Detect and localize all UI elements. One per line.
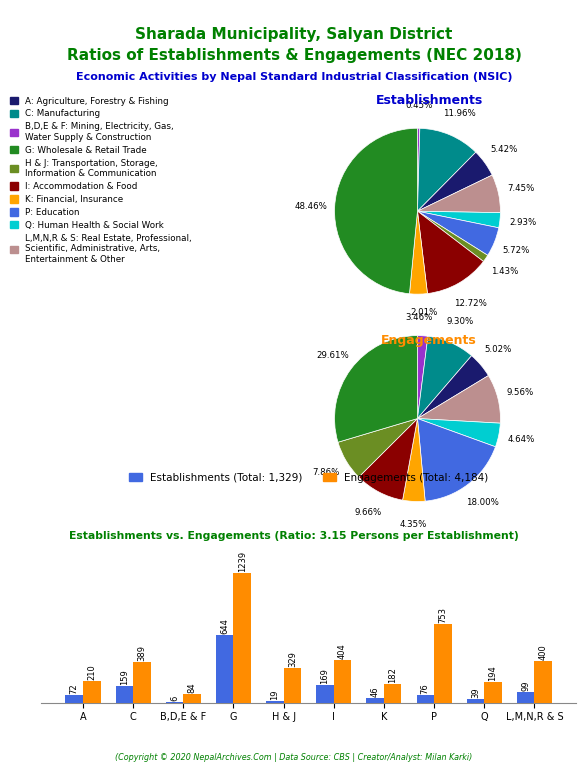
Bar — [216, 635, 233, 703]
Text: 72: 72 — [70, 684, 79, 694]
Bar — [366, 698, 384, 703]
Bar — [467, 699, 485, 703]
Wedge shape — [417, 376, 500, 423]
Text: 400: 400 — [539, 644, 547, 660]
Bar — [83, 680, 101, 703]
Bar — [116, 686, 133, 703]
Text: 3.46%: 3.46% — [405, 313, 432, 322]
Bar — [233, 573, 251, 703]
Text: 39: 39 — [471, 687, 480, 697]
Wedge shape — [409, 211, 427, 294]
Wedge shape — [417, 152, 492, 211]
Text: 753: 753 — [438, 607, 447, 623]
Text: 5.42%: 5.42% — [490, 145, 517, 154]
Text: 12.72%: 12.72% — [454, 299, 487, 308]
Text: Establishments vs. Engagements (Ratio: 3.15 Persons per Establishment): Establishments vs. Engagements (Ratio: 3… — [69, 531, 519, 541]
Text: 5.72%: 5.72% — [502, 247, 530, 255]
Text: 210: 210 — [87, 664, 96, 680]
Wedge shape — [335, 336, 417, 442]
Bar — [485, 682, 502, 703]
Text: Engagements: Engagements — [382, 334, 477, 347]
Text: 19: 19 — [270, 689, 279, 700]
Text: 9.66%: 9.66% — [355, 508, 382, 517]
Text: 11.96%: 11.96% — [443, 109, 476, 118]
Text: 0.45%: 0.45% — [405, 101, 433, 110]
Text: 76: 76 — [421, 683, 430, 694]
Text: 644: 644 — [220, 618, 229, 634]
Wedge shape — [417, 128, 476, 211]
Bar — [384, 684, 402, 703]
Text: Ratios of Establishments & Engagements (NEC 2018): Ratios of Establishments & Engagements (… — [66, 48, 522, 63]
Text: 2.01%: 2.01% — [410, 308, 438, 317]
Text: 169: 169 — [320, 668, 329, 684]
Wedge shape — [417, 128, 420, 211]
Bar — [65, 695, 83, 703]
Bar — [434, 624, 452, 703]
Wedge shape — [417, 336, 472, 419]
Legend: Establishments (Total: 1,329), Engagements (Total: 4,184): Establishments (Total: 1,329), Engagemen… — [125, 468, 492, 487]
Text: 84: 84 — [188, 682, 196, 693]
Wedge shape — [417, 419, 496, 502]
Bar — [517, 692, 534, 703]
Wedge shape — [417, 211, 487, 261]
Text: 7.86%: 7.86% — [313, 468, 340, 478]
Wedge shape — [417, 211, 483, 293]
Wedge shape — [417, 336, 428, 419]
Text: 5.02%: 5.02% — [485, 346, 512, 355]
Text: 2.93%: 2.93% — [509, 218, 537, 227]
Wedge shape — [417, 211, 500, 228]
Legend: A: Agriculture, Forestry & Fishing, C: Manufacturing, B,D,E & F: Mining, Electri: A: Agriculture, Forestry & Fishing, C: M… — [9, 97, 192, 263]
Wedge shape — [417, 419, 500, 447]
Text: 404: 404 — [338, 644, 347, 659]
Text: 4.35%: 4.35% — [399, 520, 426, 529]
Bar — [266, 700, 283, 703]
Bar — [283, 668, 301, 703]
Text: 48.46%: 48.46% — [295, 201, 328, 210]
Text: Economic Activities by Nepal Standard Industrial Classification (NSIC): Economic Activities by Nepal Standard In… — [76, 72, 512, 82]
Text: Sharada Municipality, Salyan District: Sharada Municipality, Salyan District — [135, 27, 453, 42]
Bar — [183, 694, 201, 703]
Text: 1.43%: 1.43% — [491, 267, 519, 276]
Text: 6: 6 — [170, 696, 179, 701]
Text: 7.45%: 7.45% — [507, 184, 535, 193]
Wedge shape — [417, 211, 499, 255]
Bar — [534, 660, 552, 703]
Wedge shape — [417, 175, 500, 213]
Text: 46: 46 — [370, 687, 380, 697]
Bar — [334, 660, 351, 703]
Text: Establishments: Establishments — [376, 94, 483, 107]
Text: 18.00%: 18.00% — [466, 498, 499, 507]
Wedge shape — [335, 128, 417, 293]
Text: 194: 194 — [489, 666, 497, 681]
Text: 159: 159 — [120, 669, 129, 685]
Wedge shape — [417, 356, 489, 419]
Text: 4.64%: 4.64% — [508, 435, 535, 445]
Bar — [416, 695, 434, 703]
Text: 329: 329 — [288, 651, 297, 667]
Text: 9.56%: 9.56% — [507, 389, 534, 397]
Wedge shape — [403, 419, 425, 502]
Text: 389: 389 — [138, 645, 146, 660]
Bar — [133, 662, 151, 703]
Text: 9.30%: 9.30% — [447, 317, 475, 326]
Wedge shape — [338, 419, 417, 477]
Text: 182: 182 — [388, 667, 397, 683]
Wedge shape — [359, 419, 417, 500]
Text: 1239: 1239 — [238, 551, 247, 571]
Text: (Copyright © 2020 NepalArchives.Com | Data Source: CBS | Creator/Analyst: Milan : (Copyright © 2020 NepalArchives.Com | Da… — [115, 753, 473, 762]
Text: 29.61%: 29.61% — [316, 351, 349, 359]
Text: 99: 99 — [521, 680, 530, 691]
Bar — [316, 685, 334, 703]
